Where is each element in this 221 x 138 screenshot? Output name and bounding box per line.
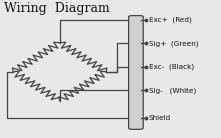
Text: Wiring  Diagram: Wiring Diagram [4,2,110,15]
Text: Exc+  (Red): Exc+ (Red) [149,17,191,23]
Text: Shield: Shield [149,115,171,121]
FancyBboxPatch shape [129,16,143,129]
Text: Sig-   (White): Sig- (White) [149,87,196,94]
Text: Exc-  (Black): Exc- (Black) [149,64,194,70]
Text: Sig+  (Green): Sig+ (Green) [149,40,198,47]
